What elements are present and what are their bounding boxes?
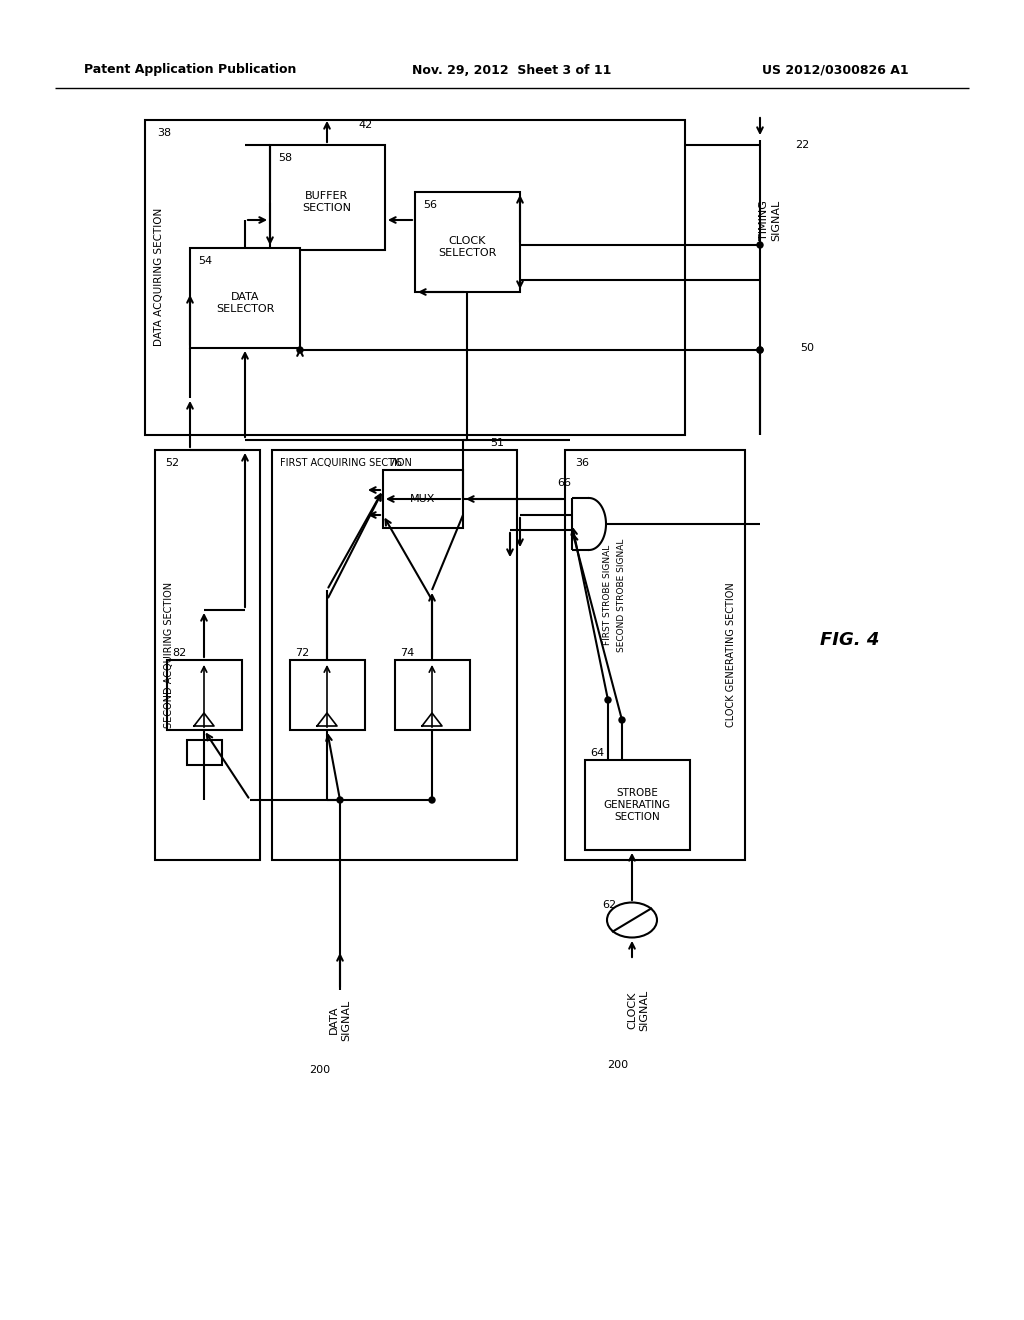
Text: FIRST STROBE SIGNAL: FIRST STROBE SIGNAL — [603, 545, 612, 645]
Bar — [272, 450, 517, 861]
Text: STROBE
GENERATING
SECTION: STROBE GENERATING SECTION — [603, 788, 671, 821]
Text: MUX: MUX — [411, 494, 435, 504]
Circle shape — [757, 242, 763, 248]
Text: DATA
SIGNAL: DATA SIGNAL — [329, 999, 351, 1040]
Text: 56: 56 — [423, 201, 437, 210]
Text: CLOCK
SIGNAL: CLOCK SIGNAL — [627, 990, 649, 1031]
Text: FIRST ACQUIRING SECTION: FIRST ACQUIRING SECTION — [280, 458, 412, 469]
Circle shape — [618, 717, 625, 723]
Text: 58: 58 — [278, 153, 292, 162]
Text: CLOCK GENERATING SECTION: CLOCK GENERATING SECTION — [726, 582, 736, 727]
Text: Patent Application Publication: Patent Application Publication — [84, 63, 296, 77]
Circle shape — [429, 797, 435, 803]
Text: TIMING
SIGNAL: TIMING SIGNAL — [759, 199, 780, 240]
Text: US 2012/0300826 A1: US 2012/0300826 A1 — [762, 63, 908, 77]
Text: Nov. 29, 2012  Sheet 3 of 11: Nov. 29, 2012 Sheet 3 of 11 — [413, 63, 611, 77]
Bar — [190, 248, 300, 348]
Text: DATA ACQUIRING SECTION: DATA ACQUIRING SECTION — [154, 207, 164, 346]
Bar — [415, 191, 520, 292]
Text: BUFFER
SECTION: BUFFER SECTION — [302, 191, 351, 213]
Bar — [395, 660, 470, 730]
Bar — [270, 145, 385, 249]
Bar — [167, 660, 242, 730]
Circle shape — [757, 347, 763, 352]
Bar — [187, 741, 222, 766]
Text: 38: 38 — [157, 128, 171, 139]
Text: SECOND STROBE SIGNAL: SECOND STROBE SIGNAL — [617, 539, 627, 652]
Text: 36: 36 — [575, 458, 589, 469]
Text: SECOND ACQUIRING SECTION: SECOND ACQUIRING SECTION — [164, 582, 174, 729]
Circle shape — [337, 797, 343, 803]
Text: 62: 62 — [602, 900, 616, 909]
Text: CLOCK
SELECTOR: CLOCK SELECTOR — [438, 236, 497, 257]
Text: 54: 54 — [198, 256, 212, 267]
Text: 64: 64 — [590, 748, 604, 758]
Text: 51: 51 — [490, 438, 504, 447]
Text: 82: 82 — [172, 648, 186, 657]
Bar — [290, 660, 365, 730]
Text: 74: 74 — [400, 648, 415, 657]
Text: 42: 42 — [358, 120, 373, 129]
Text: DATA
SELECTOR: DATA SELECTOR — [216, 292, 274, 314]
Text: 72: 72 — [295, 648, 309, 657]
Bar — [145, 120, 685, 436]
Ellipse shape — [607, 903, 657, 937]
Bar — [585, 760, 690, 850]
Text: 200: 200 — [607, 1060, 629, 1071]
Circle shape — [605, 697, 611, 704]
Text: FIG. 4: FIG. 4 — [820, 631, 880, 649]
Circle shape — [297, 347, 303, 352]
Text: 50: 50 — [800, 343, 814, 352]
Bar — [155, 450, 260, 861]
Bar — [565, 450, 745, 861]
Text: 66: 66 — [557, 478, 571, 488]
Text: 22: 22 — [795, 140, 809, 150]
Text: 200: 200 — [309, 1065, 331, 1074]
Text: 76: 76 — [388, 458, 402, 469]
Bar — [383, 470, 463, 528]
Circle shape — [757, 347, 763, 352]
Text: 52: 52 — [165, 458, 179, 469]
